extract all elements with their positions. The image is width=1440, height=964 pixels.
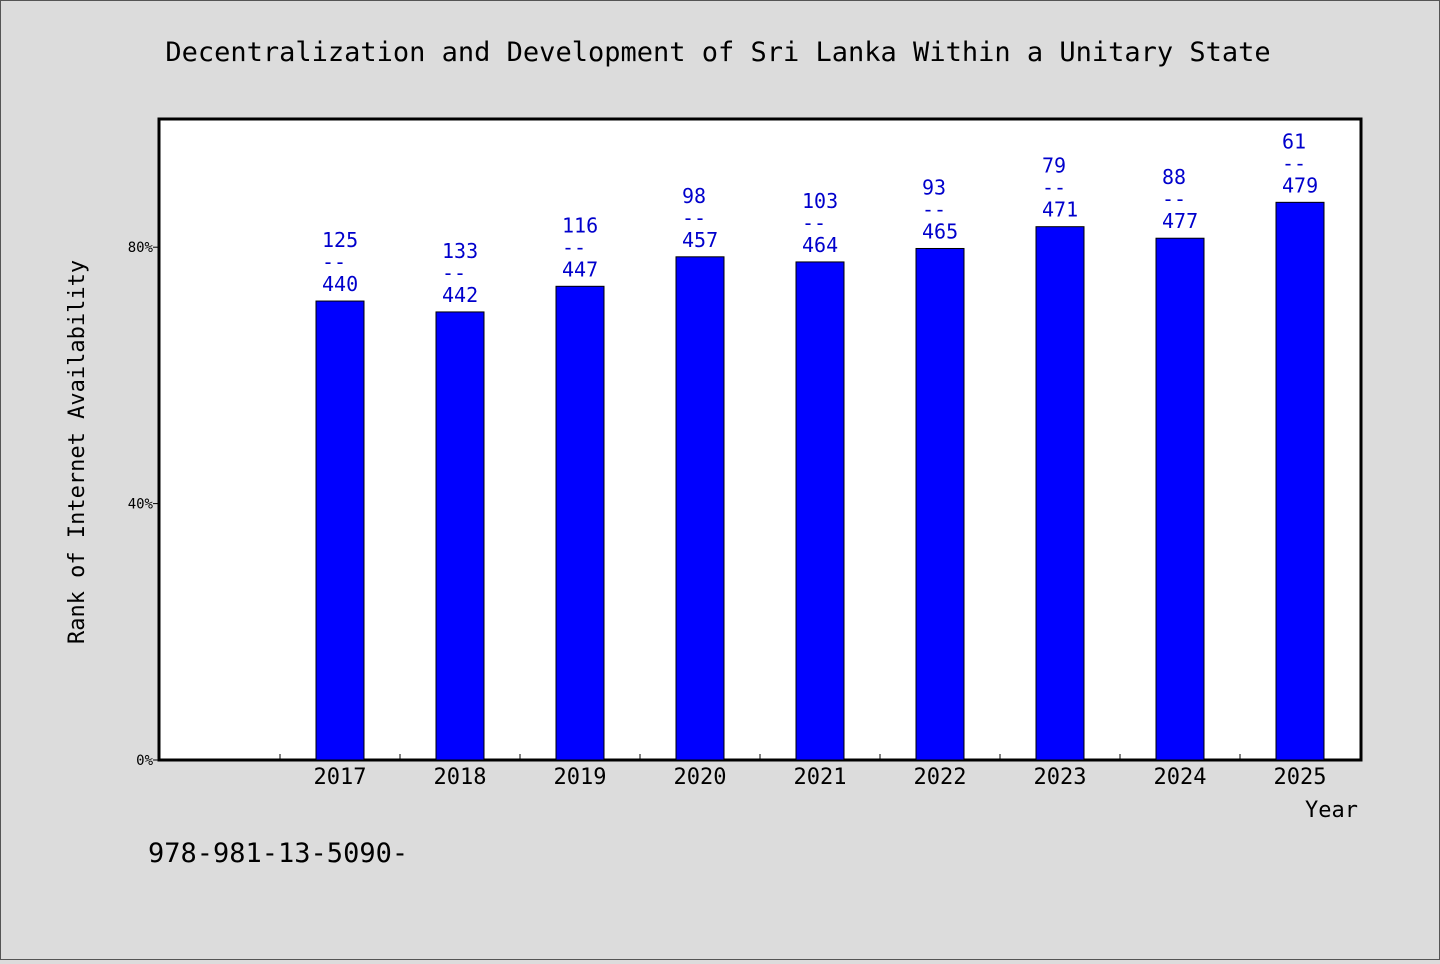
data-label-rank: 103 (802, 189, 838, 213)
data-labels: 125--440133--442116--44798--457103--4649… (322, 129, 1318, 307)
data-label-separator: -- (1162, 187, 1186, 211)
data-label-rank: 93 (922, 175, 946, 199)
bar-2021 (795, 261, 845, 761)
data-label-total: 479 (1282, 173, 1318, 197)
bar-2020 (675, 256, 725, 761)
x-tick-label: 2022 (914, 765, 967, 790)
data-label-total: 457 (682, 228, 718, 252)
data-label-total: 465 (922, 219, 958, 243)
y-tick-label: 40% (128, 497, 154, 513)
y-axis-label: Rank of Internet Availability (65, 260, 90, 644)
x-tick-labels: 2017 2018 2019 2020 2021 2022 2023 2024 2025 (314, 765, 1327, 790)
data-label-separator: -- (562, 235, 586, 259)
data-label-rank: 79 (1042, 154, 1066, 178)
data-label-separator: -- (442, 261, 466, 285)
x-tick-label: 2025 (1274, 765, 1327, 790)
bar-2023 (1035, 226, 1085, 761)
data-label-total: 477 (1162, 209, 1198, 233)
bars (315, 201, 1325, 761)
data-label-rank: 116 (562, 213, 598, 237)
bar-2019 (555, 285, 605, 761)
x-axis-label: Year (1305, 798, 1358, 823)
bar-2024 (1155, 237, 1205, 761)
data-label-total: 447 (562, 257, 598, 281)
data-label-rank: 125 (322, 228, 358, 252)
data-label-rank: 88 (1162, 165, 1186, 189)
x-tick-label: 2020 (674, 765, 727, 790)
data-label-separator: -- (1042, 176, 1066, 200)
data-label-separator: -- (922, 197, 946, 221)
data-label-separator: -- (1282, 151, 1306, 175)
bar-2017 (315, 300, 365, 761)
x-tick-label: 2019 (554, 765, 607, 790)
x-tick-label: 2017 (314, 765, 367, 790)
x-tick-label: 2021 (794, 765, 847, 790)
data-label-separator: -- (322, 250, 346, 274)
footnote-isbn: 978-981-13-5090- (148, 838, 408, 869)
x-tick-label: 2018 (434, 765, 487, 790)
data-label-rank: 98 (682, 184, 706, 208)
data-label-separator: -- (802, 211, 826, 235)
bar-2018 (435, 311, 485, 761)
data-label-total: 440 (322, 272, 358, 296)
data-label-total: 464 (802, 233, 838, 257)
x-tick-label: 2024 (1154, 765, 1207, 790)
y-tick-label: 0% (136, 753, 153, 769)
data-label-rank: 133 (442, 239, 478, 263)
bar-2025 (1275, 201, 1325, 761)
bar-2022 (915, 247, 965, 761)
data-label-total: 442 (442, 283, 478, 307)
data-label-separator: -- (682, 206, 706, 230)
chart-title: Decentralization and Development of Sri … (165, 37, 1270, 68)
x-tick-label: 2023 (1034, 765, 1087, 790)
y-tick-label: 80% (128, 240, 154, 256)
axis-ticks: 0% 40% 80% (128, 240, 1361, 769)
data-label-rank: 61 (1282, 129, 1306, 153)
data-label-total: 471 (1042, 198, 1078, 222)
